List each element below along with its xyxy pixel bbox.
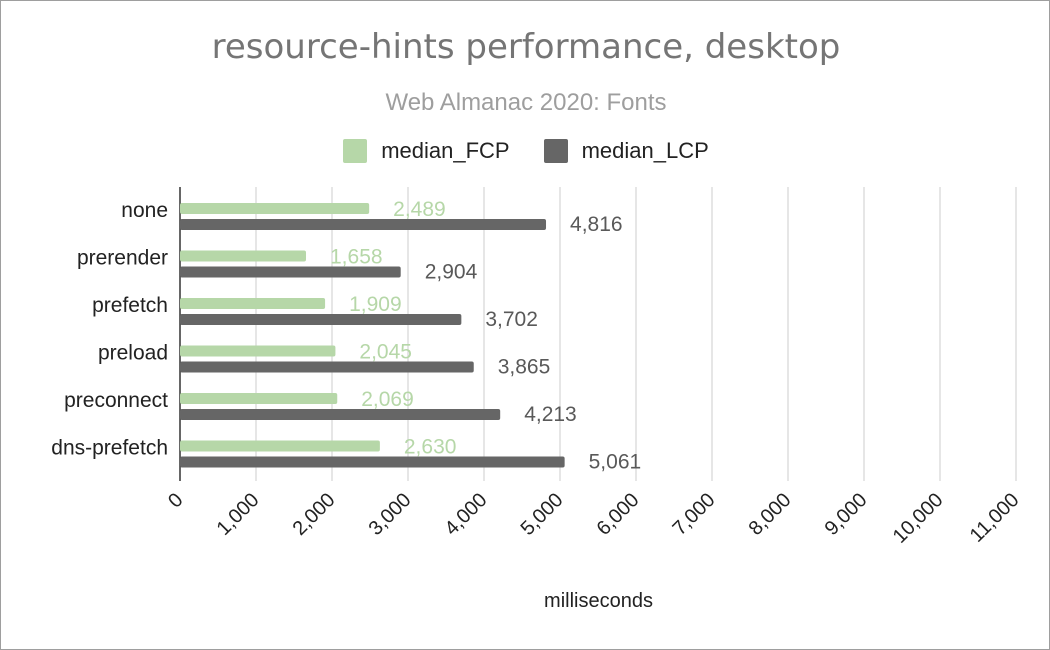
- bar-median-fcp: [180, 440, 380, 452]
- bar-median-lcp: [180, 314, 462, 325]
- y-category-label: preconnect: [64, 389, 168, 412]
- bar-median-lcp: [180, 409, 501, 420]
- data-label-median-fcp: 2,045: [359, 341, 412, 364]
- legend-label-fcp: median_FCP: [381, 138, 510, 163]
- x-tick-label: 3,000: [365, 489, 416, 540]
- y-category-label: preload: [98, 342, 168, 365]
- bar-median-lcp: [180, 361, 474, 373]
- x-tick-label: 10,000: [889, 489, 948, 548]
- data-label-median-fcp: 2,630: [404, 436, 457, 459]
- x-tick-label: 5,000: [517, 489, 568, 540]
- x-tick-label: 2,000: [289, 489, 340, 540]
- data-label-median-lcp: 3,702: [485, 308, 538, 331]
- data-label-median-fcp: 2,489: [393, 198, 446, 221]
- y-category-label: dns-prefetch: [51, 437, 168, 460]
- x-tick-label: 0: [164, 489, 187, 512]
- data-label-median-lcp: 3,865: [498, 356, 551, 379]
- data-label-median-fcp: 1,658: [330, 246, 383, 269]
- legend: median_FCP median_LCP: [1, 138, 1050, 164]
- x-tick-label: 1,000: [213, 489, 264, 540]
- bar-median-fcp: [180, 345, 336, 357]
- bar-median-lcp: [180, 456, 565, 468]
- x-tick-label: 9,000: [821, 489, 872, 540]
- legend-swatch-fcp: [343, 139, 368, 163]
- x-tick-label: 11,000: [966, 489, 1024, 547]
- data-label-median-fcp: 2,069: [361, 388, 414, 411]
- data-label-median-fcp: 1,909: [349, 293, 402, 316]
- x-tick-label: 8,000: [745, 489, 796, 540]
- legend-swatch-lcp: [543, 139, 568, 163]
- legend-item-fcp: median_FCP: [343, 138, 510, 164]
- data-label-median-lcp: 2,904: [425, 261, 478, 284]
- bar-median-fcp: [180, 203, 370, 214]
- x-axis-title: milliseconds: [544, 590, 653, 612]
- data-label-median-lcp: 4,213: [524, 403, 577, 426]
- data-label-median-lcp: 4,816: [570, 213, 623, 236]
- y-category-label: none: [121, 199, 168, 222]
- chart-title: resource-hints performance, desktop: [211, 27, 841, 67]
- bar-median-fcp: [180, 393, 338, 404]
- y-category-label: prefetch: [92, 294, 168, 317]
- chart-subtitle: Web Almanac 2020: Fonts: [385, 89, 667, 116]
- data-label-median-lcp: 5,061: [589, 451, 642, 474]
- y-category-label: prerender: [77, 247, 168, 270]
- legend-item-lcp: median_LCP: [543, 138, 709, 164]
- legend-label-lcp: median_LCP: [581, 138, 709, 163]
- x-tick-label: 6,000: [593, 489, 644, 540]
- bar-median-lcp: [180, 266, 401, 278]
- bar-median-lcp: [180, 219, 547, 230]
- x-tick-label: 7,000: [669, 489, 720, 540]
- bar-median-fcp: [180, 298, 326, 309]
- bar-median-fcp: [180, 250, 307, 262]
- x-tick-label: 4,000: [441, 489, 492, 540]
